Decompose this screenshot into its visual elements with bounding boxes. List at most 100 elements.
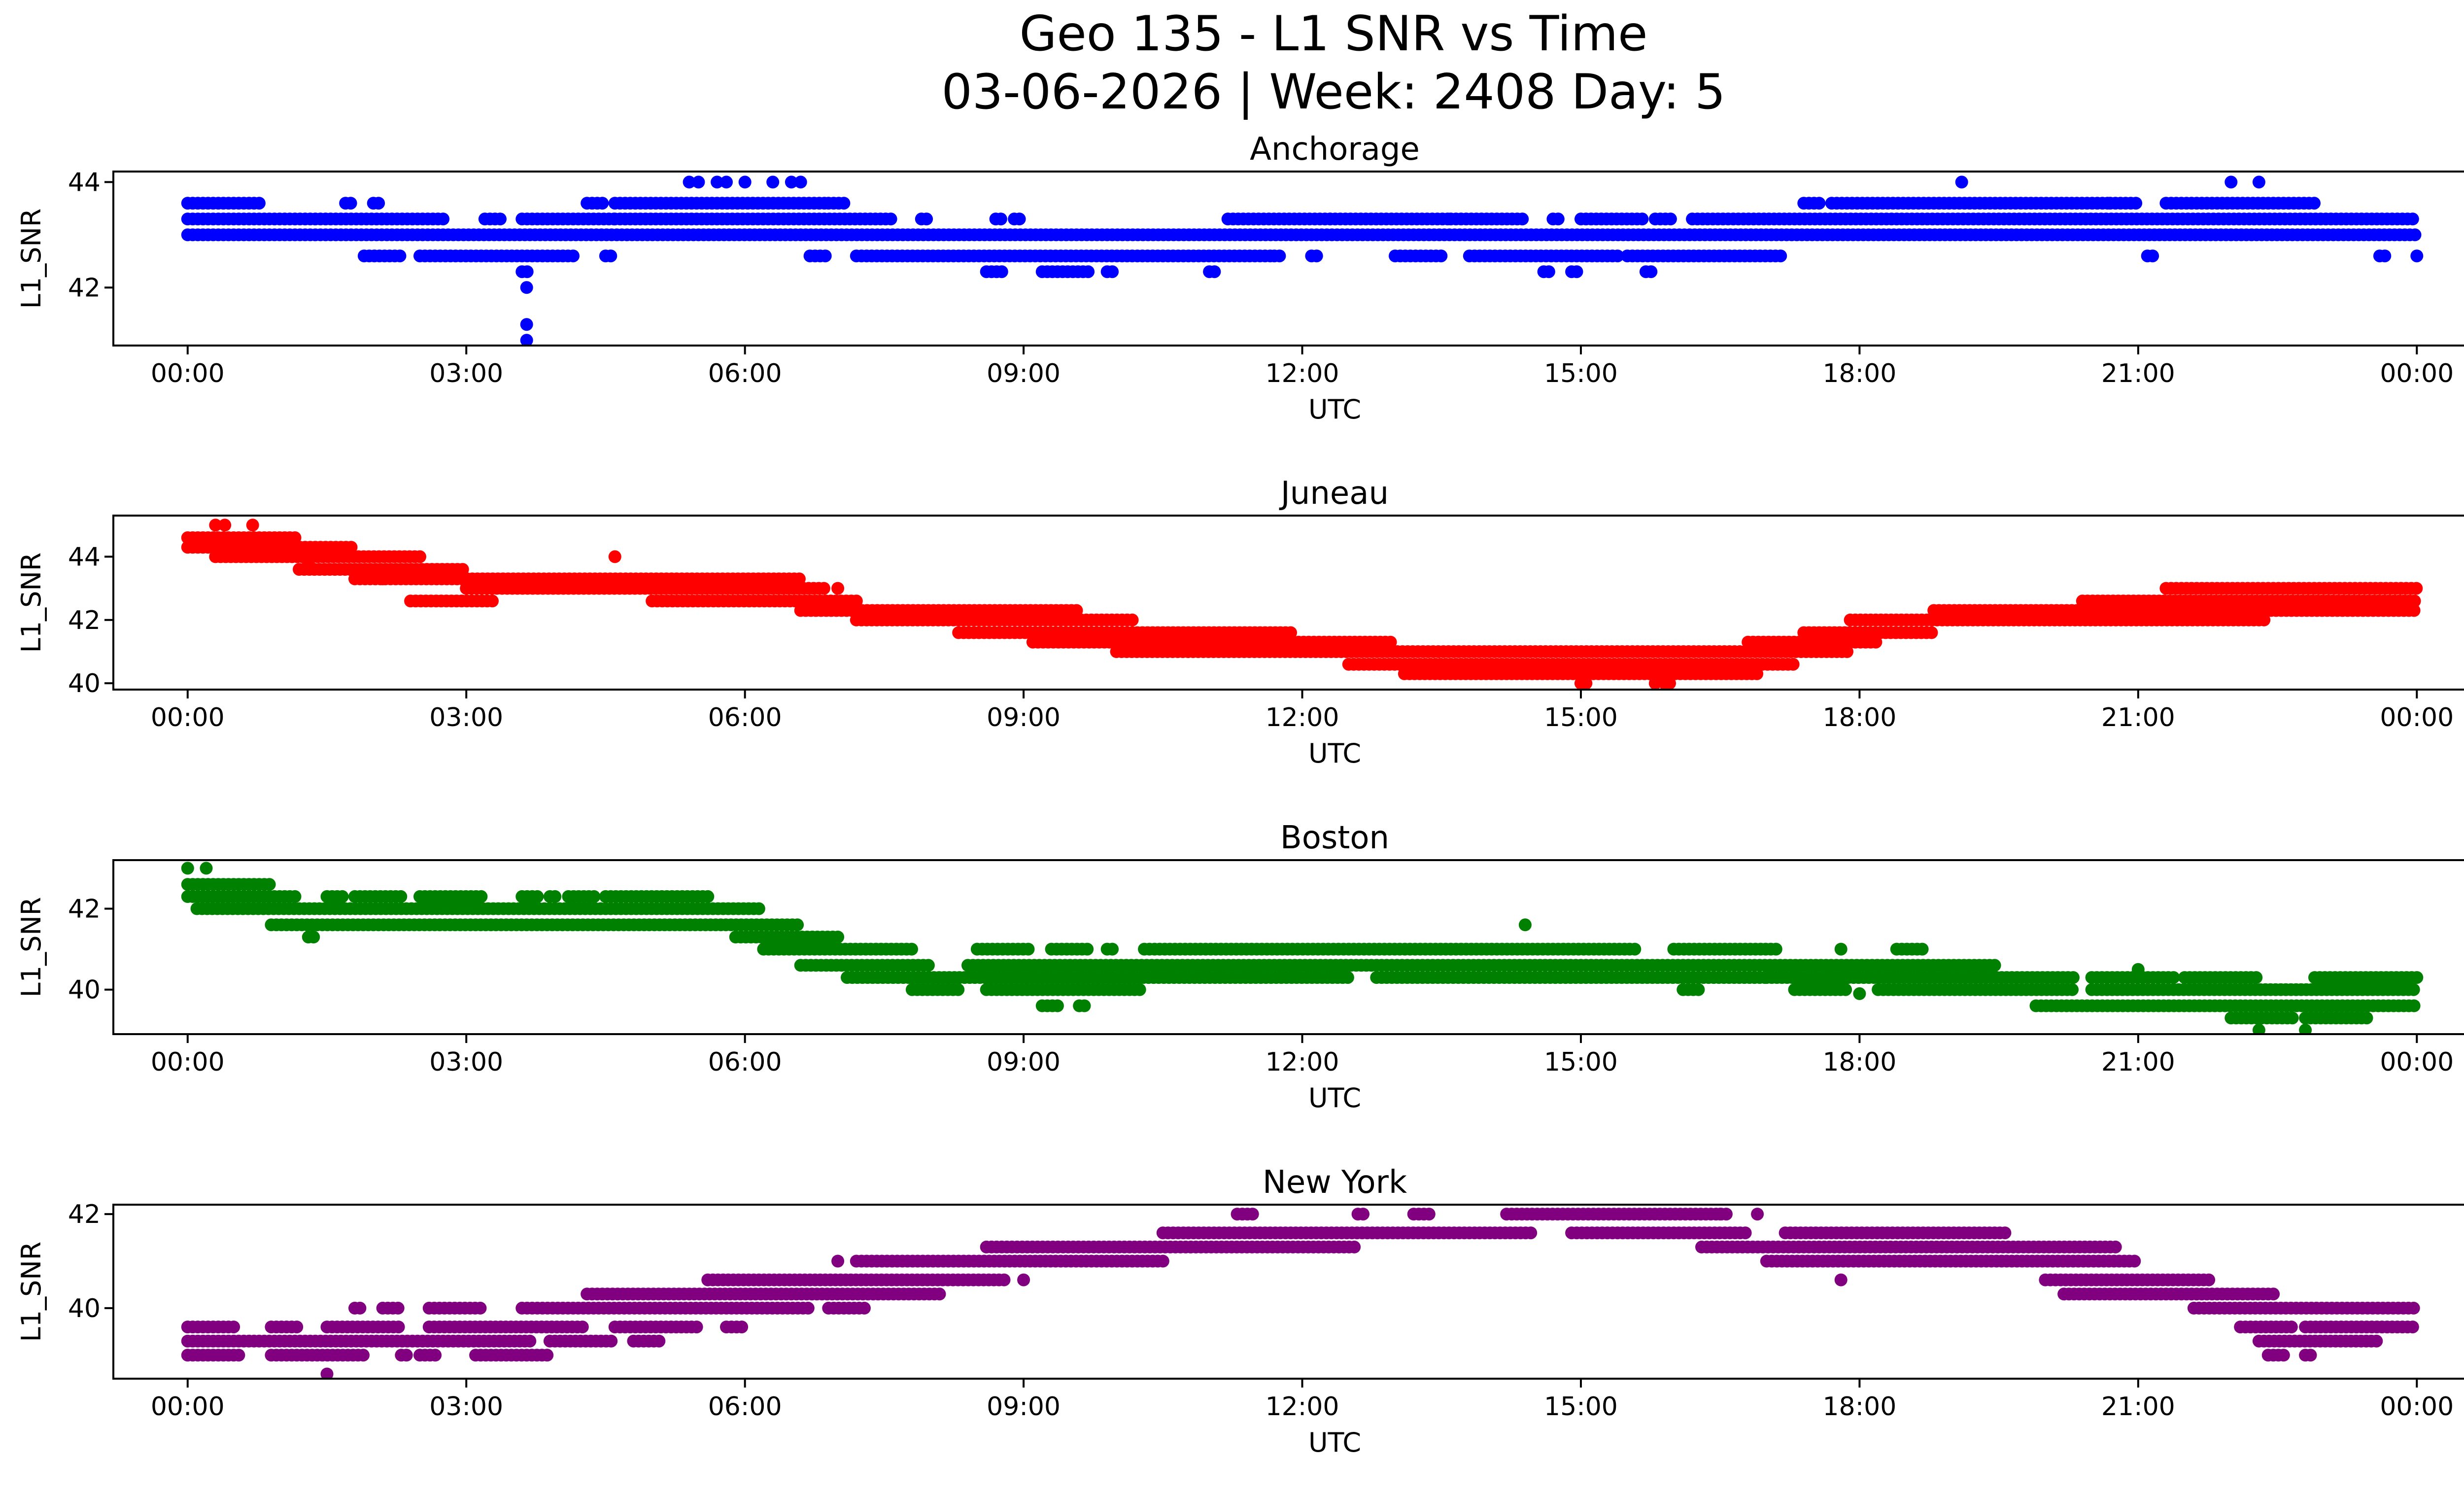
panel-anchorage-point-1190 bbox=[520, 281, 533, 294]
panel-anchorage-xtick-label-1: 03:00 bbox=[429, 359, 503, 388]
panel-boston-point-1188 bbox=[2407, 983, 2420, 996]
panel-juneau-point-1193 bbox=[2408, 594, 2421, 608]
panel-new-york-point-580 bbox=[997, 1273, 1011, 1286]
panel-anchorage-point-298 bbox=[1013, 212, 1026, 226]
panel-boston-point-377 bbox=[1022, 942, 1035, 956]
panel-juneau-ytick-label-0: 40 bbox=[68, 669, 101, 698]
panel-new-york-point-115 bbox=[2406, 1321, 2419, 1334]
panel-boston-point-98 bbox=[701, 890, 715, 903]
panel-boston-point-838 bbox=[1341, 971, 1354, 984]
panel-juneau-ytick-label-1: 42 bbox=[68, 606, 101, 635]
panel-boston-point-385 bbox=[1081, 942, 1094, 956]
panel-juneau-xtick-label-2: 06:00 bbox=[708, 703, 782, 732]
panel-juneau-point-1243 bbox=[2410, 582, 2423, 595]
panel-boston-point-484 bbox=[1628, 942, 1642, 956]
panel-juneau-point-894 bbox=[1750, 667, 1764, 680]
panel-boston-point-366 bbox=[905, 942, 918, 956]
panel-juneau-point-400 bbox=[1070, 604, 1083, 617]
panel-anchorage-point-373 bbox=[1636, 212, 1649, 226]
panel-new-york-point-820 bbox=[1348, 1240, 1361, 1253]
panel-anchorage-point-358 bbox=[1516, 212, 1529, 226]
panel-anchorage-point-1179 bbox=[1082, 265, 1095, 278]
panel-anchorage-xtick-label-3: 09:00 bbox=[987, 359, 1061, 388]
panel-new-york-point-93 bbox=[2285, 1321, 2298, 1334]
panel-boston-point-1303 bbox=[2131, 963, 2145, 976]
panel-juneau-point-128 bbox=[456, 563, 469, 576]
panel-anchorage-point-1198 bbox=[766, 175, 780, 189]
panel-boston-ytick-label-1: 42 bbox=[68, 895, 101, 924]
panel-anchorage-point-1162 bbox=[2378, 249, 2392, 263]
panel-new-york-point-258 bbox=[400, 1349, 413, 1362]
panel-anchorage-point-1197 bbox=[738, 175, 752, 189]
panel-anchorage-point-1196 bbox=[720, 175, 733, 189]
panel-boston-point-1298 bbox=[1518, 918, 1532, 932]
panel-new-york-xtick-label-3: 09:00 bbox=[987, 1392, 1061, 1422]
panel-anchorage-point-1127 bbox=[1611, 249, 1624, 263]
panel-boston-point-1299 bbox=[1834, 942, 1848, 956]
panel-anchorage-point-294 bbox=[920, 212, 933, 226]
panel-new-york-xtick-label-2: 06:00 bbox=[708, 1392, 782, 1422]
panel-new-york-point-256 bbox=[357, 1349, 370, 1362]
panel-boston-point-993 bbox=[2167, 971, 2180, 984]
panel-anchorage-point-214 bbox=[437, 212, 450, 226]
panel-boston-point-387 bbox=[1106, 942, 1119, 956]
panel-anchorage-point-1087 bbox=[1310, 249, 1323, 263]
panel-new-york-point-61 bbox=[576, 1321, 589, 1334]
panel-new-york-point-365 bbox=[857, 1301, 871, 1315]
panel-boston-point-1074 bbox=[1692, 983, 1705, 996]
panel-new-york-point-226 bbox=[2370, 1334, 2383, 1348]
panel-anchorage-point-1193 bbox=[683, 175, 696, 189]
panel-anchorage-point-296 bbox=[994, 212, 1007, 226]
panel-anchorage-point-519 bbox=[2406, 212, 2419, 226]
panel-new-york-title: New York bbox=[1263, 1164, 1407, 1201]
panel-anchorage-ytick-label-1: 44 bbox=[68, 168, 101, 197]
panel-boston-point-209 bbox=[752, 902, 765, 915]
panel-juneau-points bbox=[181, 519, 2423, 690]
panel-juneau-xlabel: UTC bbox=[1308, 738, 1361, 769]
panel-juneau-xtick-label-0: 00:00 bbox=[151, 703, 225, 732]
panel-anchorage-point-133 bbox=[2129, 197, 2143, 210]
panel-new-york-xtick-label-7: 21:00 bbox=[2101, 1392, 2175, 1422]
panel-anchorage-point-1097 bbox=[1435, 249, 1448, 263]
panel-juneau-xtick-label-1: 03:00 bbox=[429, 703, 503, 732]
panel-anchorage-xtick-label-5: 15:00 bbox=[1544, 359, 1618, 388]
panel-new-york-point-747 bbox=[2128, 1254, 2141, 1268]
panel-juneau-axes-frame bbox=[112, 515, 2464, 691]
panel-boston-point-1300 bbox=[1853, 987, 1866, 1000]
panel-new-york-point-196 bbox=[605, 1334, 618, 1348]
panel-new-york-point-1112 bbox=[1834, 1273, 1848, 1286]
panel-boston-point-505 bbox=[1769, 942, 1782, 956]
panel-anchorage-point-1001 bbox=[819, 249, 832, 263]
panel-boston-point-537 bbox=[922, 959, 935, 972]
panel-juneau-point-328 bbox=[850, 594, 863, 608]
panel-anchorage-point-1202 bbox=[2224, 175, 2238, 189]
panel-juneau-point-287 bbox=[817, 582, 830, 595]
panel-anchorage-title: Anchorage bbox=[1250, 131, 1420, 168]
panel-juneau-point-950 bbox=[1925, 626, 1938, 639]
panel-boston-point-1008 bbox=[2250, 971, 2263, 984]
panel-anchorage-point-997 bbox=[604, 249, 617, 263]
panel-new-york-point-262 bbox=[429, 1349, 442, 1362]
figure-title-line1: Geo 135 - L1 SNR vs Time bbox=[1020, 6, 1648, 62]
panel-anchorage-point-18 bbox=[372, 197, 385, 210]
panel-juneau-xtick-label-4: 12:00 bbox=[1266, 703, 1339, 732]
panel-juneau-point-824 bbox=[1786, 658, 1800, 671]
panel-new-york-point-479 bbox=[933, 1287, 946, 1301]
panel-juneau-point-345 bbox=[486, 594, 499, 608]
panel-boston-point-1192 bbox=[1051, 999, 1064, 1012]
panel-boston-point-1194 bbox=[1078, 999, 1091, 1012]
panel-anchorage-xtick-label-0: 00:00 bbox=[151, 359, 225, 388]
panel-juneau-point-1244 bbox=[209, 519, 222, 532]
panel-new-york-point-183 bbox=[523, 1334, 537, 1348]
panel-juneau-point-455 bbox=[1126, 613, 1139, 626]
panel-anchorage-point-360 bbox=[1551, 212, 1565, 226]
panel-anchorage-point-1195 bbox=[711, 175, 724, 189]
panel-anchorage-point-1183 bbox=[1208, 265, 1221, 278]
panel-boston-point-16 bbox=[263, 878, 276, 891]
panel-boston-point-1302 bbox=[2299, 1023, 2312, 1034]
panel-new-york-point-409 bbox=[2407, 1301, 2420, 1315]
panel-anchorage-point-1158 bbox=[1774, 249, 1787, 263]
